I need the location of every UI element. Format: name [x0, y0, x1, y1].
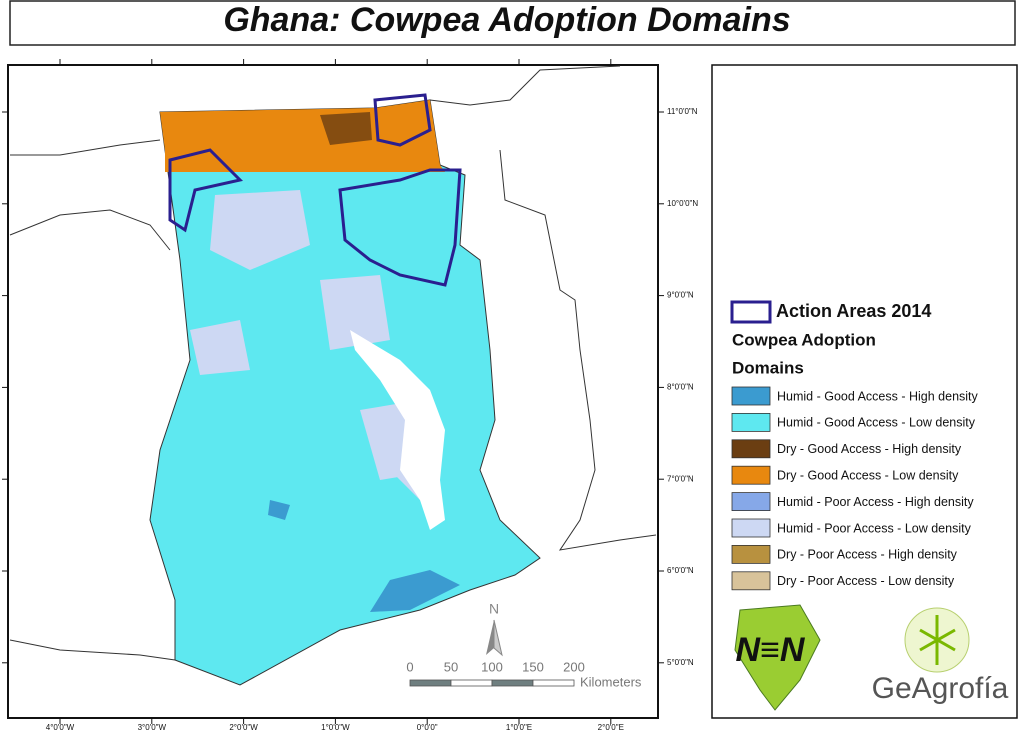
geagrofia-logo: GeAgrofía — [872, 607, 1009, 705]
legend-action-areas: Action Areas 2014 — [776, 301, 931, 321]
coast-line — [9, 639, 176, 661]
scale-segment — [532, 679, 575, 687]
n2africa-logo: N≡N — [734, 604, 821, 711]
logo-text: GeAgrofía — [872, 672, 1009, 705]
legend-label: Humid - Poor Access - Low density — [777, 521, 972, 535]
scale-label: 200 — [563, 659, 585, 674]
scale-segment — [409, 679, 452, 687]
legend-label: Dry - Good Access - Low density — [777, 468, 959, 482]
lake-volta — [350, 330, 445, 530]
legend-label: Humid - Good Access - Low density — [777, 416, 976, 430]
longitude-label: 1°0'0"W — [321, 723, 350, 732]
scale-label: 0 — [406, 659, 413, 674]
scale-segment — [491, 679, 534, 687]
scale-segment — [450, 679, 493, 687]
scale-unit: Kilometers — [580, 674, 642, 689]
title-box — [9, 0, 1016, 46]
scale-label: 100 — [481, 659, 503, 674]
latitude-label: 8°0'0"N — [667, 383, 694, 392]
dry-zone — [160, 100, 445, 172]
latitude-label: 5°0'0"N — [667, 658, 694, 667]
action-area-swatch — [730, 300, 772, 324]
action-area — [168, 93, 462, 287]
legend-swatch — [731, 439, 771, 459]
longitude-label: 4°0'0"W — [46, 723, 75, 732]
legend-swatch — [731, 412, 771, 432]
legend-heading: Domains — [732, 358, 804, 377]
north-label: N — [489, 601, 499, 617]
latitude-label: 7°0'0"N — [667, 474, 694, 483]
legend-label: Dry - Poor Access - High density — [777, 548, 958, 562]
scale-label: 150 — [522, 659, 544, 674]
legend-heading: Cowpea Adoption — [732, 330, 876, 349]
north-arrow: N — [486, 601, 503, 657]
legend-swatch — [731, 518, 771, 538]
legend-label: Dry - Good Access - High density — [777, 442, 962, 456]
dense-area — [268, 500, 460, 612]
longitude-label: 1°0'0"E — [506, 723, 532, 732]
scale-label: 50 — [444, 659, 458, 674]
border-line — [9, 139, 171, 251]
longitude-label: 0°0'0" — [417, 723, 438, 732]
legend-swatch — [731, 465, 771, 485]
title: Ghana: Cowpea Adoption Domains — [223, 1, 790, 39]
legend-swatch — [731, 492, 771, 512]
dense-area — [320, 112, 372, 145]
longitude-label: 2°0'0"W — [229, 723, 258, 732]
legend-label: Humid - Poor Access - High density — [777, 495, 974, 509]
legend-label: Humid - Good Access - High density — [777, 389, 979, 403]
longitude-label: 3°0'0"W — [138, 723, 167, 732]
latitude-label: 11°0'0"N — [667, 107, 698, 116]
legend-swatch — [731, 571, 771, 591]
latitude-label: 10°0'0"N — [667, 199, 698, 208]
legend-swatch — [731, 386, 771, 406]
legend-items: Humid - Good Access - High density Humid … — [731, 386, 979, 591]
longitude-label: 2°0'0"E — [598, 723, 624, 732]
latitude-label: 9°0'0"N — [667, 291, 694, 300]
logo-text: N≡N — [736, 631, 806, 669]
latitude-label: 6°0'0"N — [667, 566, 694, 575]
poor-access-area — [190, 190, 440, 510]
border-line — [429, 65, 657, 551]
graticule: 11°0'0"N 10°0'0"N 9°0'0"N 8°0'0"N 7°0'0"N 6°0… — [2, 59, 698, 732]
legend-swatch — [731, 545, 771, 564]
legend-label: Dry - Poor Access - Low density — [777, 574, 955, 588]
